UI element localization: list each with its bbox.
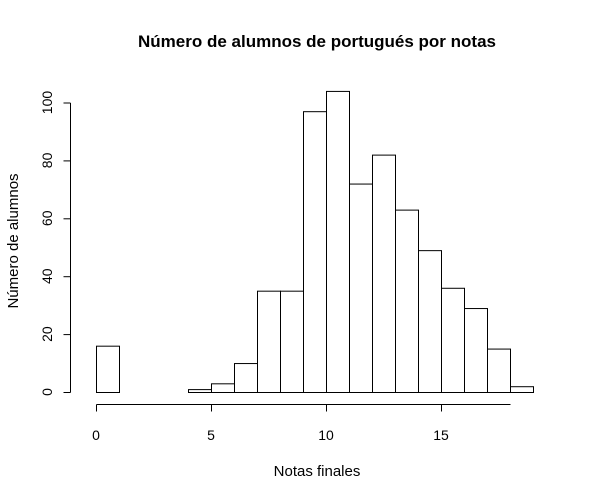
x-tick-label: 5 bbox=[207, 427, 215, 443]
x-tick-label: 10 bbox=[318, 427, 334, 443]
histogram-bar bbox=[326, 90, 350, 393]
histogram-bar bbox=[464, 308, 488, 394]
y-axis-label: Número de alumnos bbox=[5, 173, 22, 308]
y-tick-label: 100 bbox=[39, 91, 55, 115]
histogram-bar bbox=[395, 209, 419, 393]
y-tick-label: 60 bbox=[39, 210, 55, 226]
histogram-bar bbox=[441, 287, 465, 393]
y-tick-label: 80 bbox=[39, 152, 55, 168]
histogram-bar bbox=[234, 363, 258, 393]
histogram-bar bbox=[303, 111, 327, 393]
chart-title: Número de alumnos de portugués por notas bbox=[138, 32, 496, 51]
histogram-bar bbox=[372, 154, 396, 393]
histogram-bar bbox=[188, 389, 212, 394]
x-axis-label: Notas finales bbox=[274, 463, 361, 480]
histogram-bar bbox=[280, 290, 304, 393]
histogram-bar bbox=[349, 183, 373, 393]
x-axis: 0 5 10 15 bbox=[92, 404, 511, 443]
histogram-bar bbox=[487, 348, 511, 394]
histogram-bar bbox=[211, 383, 235, 394]
histogram-bar bbox=[96, 345, 120, 393]
histogram-bar bbox=[257, 290, 281, 393]
y-axis: 0 20 40 60 80 100 bbox=[39, 91, 71, 396]
y-tick-label: 40 bbox=[39, 268, 55, 284]
bars-group bbox=[96, 90, 534, 394]
histogram-bar bbox=[510, 386, 534, 393]
histogram-bar bbox=[418, 250, 442, 393]
x-tick-label: 15 bbox=[433, 427, 449, 443]
y-tick-label: 20 bbox=[39, 326, 55, 342]
x-tick-label: 0 bbox=[92, 427, 100, 443]
y-tick-label: 0 bbox=[39, 388, 55, 396]
